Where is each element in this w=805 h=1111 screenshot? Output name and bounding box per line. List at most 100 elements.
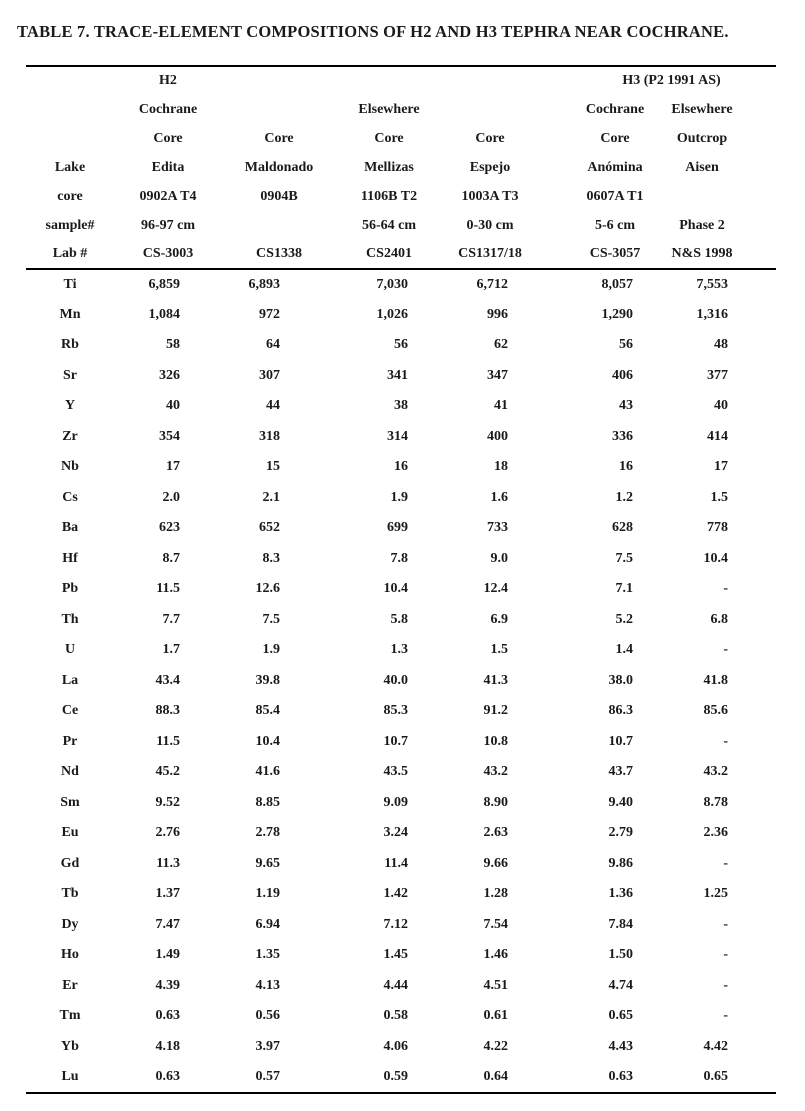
value-cell: 9.52 bbox=[155, 794, 181, 810]
value-cell: 6,893 bbox=[248, 276, 281, 292]
header-cell: Phase 2 bbox=[679, 217, 725, 233]
value-cell: 2.76 bbox=[155, 825, 181, 841]
value-cell: 652 bbox=[259, 520, 280, 536]
element-cell: Yb bbox=[61, 1038, 79, 1054]
value-cell: 41.8 bbox=[703, 672, 729, 688]
header-cell: CS1338 bbox=[224, 240, 334, 270]
value-cell: 58 bbox=[166, 337, 180, 353]
value-cell: 9.09 bbox=[383, 794, 409, 810]
value-cell: 1,316 bbox=[696, 306, 729, 322]
header-cell bbox=[224, 211, 334, 240]
value-cell: 39.8 bbox=[255, 672, 281, 688]
value-cell: 40 bbox=[714, 398, 729, 414]
value-cell: 12.4 bbox=[483, 581, 509, 597]
element-cell: Ba bbox=[61, 520, 79, 536]
value-cell: 10.7 bbox=[383, 733, 409, 749]
value-cell: 17 bbox=[166, 459, 180, 475]
value-cell: 16 bbox=[394, 459, 408, 475]
value-cell: 56 bbox=[619, 337, 633, 353]
value-cell: 5.2 bbox=[615, 611, 634, 627]
header-cell: Core bbox=[600, 130, 630, 146]
value-cell: 1.9 bbox=[262, 642, 281, 658]
value-cell: 62 bbox=[494, 337, 508, 353]
table-row: Eu 2.76 2.78 3.24 2.63 2.79 2.36 bbox=[26, 818, 776, 849]
header-cell: Elsewhere bbox=[358, 101, 420, 117]
table-row: Lu 0.63 0.57 0.59 0.64 0.63 0.65 bbox=[26, 1062, 776, 1093]
value-cell: 64 bbox=[266, 337, 280, 353]
value-cell: 1.19 bbox=[255, 886, 281, 902]
value-cell: 623 bbox=[159, 520, 180, 536]
value-cell: 1.50 bbox=[608, 947, 634, 963]
element-cell: Cs bbox=[62, 489, 78, 505]
header-row: Lab # CS-3003 CS1338 CS2401 CS1317/18 CS-3057… bbox=[26, 240, 777, 270]
header-cell: N&S 1998 bbox=[663, 240, 777, 270]
value-cell: 414 bbox=[707, 428, 729, 444]
header-row: Lake Edita Maldonado Mellizas Espejo Anómina A… bbox=[26, 153, 776, 182]
header-cell: 0607A T1 bbox=[586, 188, 644, 204]
value-cell: 0.63 bbox=[155, 1008, 181, 1024]
value-cell: 1.25 bbox=[703, 886, 729, 902]
header-cell bbox=[224, 95, 334, 124]
value-cell: 1.4 bbox=[615, 642, 634, 658]
value-cell: 9.86 bbox=[608, 855, 634, 871]
header-row: core 0902A T4 0904B 1106B T2 1003A T3 0607A T… bbox=[26, 182, 776, 211]
element-cell: Tb bbox=[61, 886, 79, 902]
value-cell: 7.8 bbox=[390, 550, 409, 566]
header-cell: core bbox=[57, 188, 83, 204]
element-cell: Mn bbox=[59, 306, 81, 322]
header-cell bbox=[26, 95, 119, 124]
value-cell: 7.47 bbox=[155, 916, 181, 932]
value-cell: 40 bbox=[166, 398, 180, 414]
header-cell: H3 (P2 1991 AS) bbox=[622, 73, 721, 88]
value-cell: 1.37 bbox=[155, 886, 181, 902]
value-cell: 43 bbox=[619, 398, 633, 414]
value-cell: 1,084 bbox=[148, 306, 181, 322]
value-cell: 400 bbox=[487, 428, 508, 444]
value-cell: 7.5 bbox=[262, 611, 281, 627]
value-cell: 2.36 bbox=[703, 825, 729, 841]
value-cell: 347 bbox=[487, 367, 508, 383]
table-row: Hf 8.7 8.3 7.8 9.0 7.5 10.4 bbox=[26, 544, 776, 575]
table-row: Ba 623 652 699 733 628 778 bbox=[26, 513, 776, 544]
table-row: Nd 45.2 41.6 43.5 43.2 43.7 43.2 bbox=[26, 757, 776, 788]
header-cell: CS-3057 bbox=[553, 240, 663, 270]
table-row: Y 40 44 38 41 43 40 bbox=[26, 391, 776, 422]
value-cell: 4.18 bbox=[155, 1038, 181, 1054]
value-cell: 85.6 bbox=[703, 703, 729, 719]
value-cell: 4.42 bbox=[703, 1038, 729, 1054]
value-cell: 11.3 bbox=[156, 855, 180, 871]
table-row: Ce 88.3 85.4 85.3 91.2 86.3 85.6 bbox=[26, 696, 776, 727]
table-row: Zr 354 318 314 400 336 414 bbox=[26, 422, 776, 453]
value-cell: 8.90 bbox=[483, 794, 509, 810]
element-cell: Pr bbox=[62, 733, 78, 749]
value-cell: 18 bbox=[494, 459, 508, 475]
header-cell: 0904B bbox=[260, 188, 298, 204]
value-cell: 1.5 bbox=[490, 642, 509, 658]
element-cell: Eu bbox=[61, 825, 79, 841]
value-cell: 45.2 bbox=[155, 764, 181, 780]
table-row: Dy 7.47 6.94 7.12 7.54 7.84 - bbox=[26, 910, 776, 941]
value-cell: 85.3 bbox=[383, 703, 409, 719]
value-cell: 996 bbox=[487, 306, 508, 322]
header-cell: CS-3003 bbox=[119, 240, 224, 270]
table-row: Pb 11.5 12.6 10.4 12.4 7.1 - bbox=[26, 574, 776, 605]
value-cell: 38 bbox=[394, 398, 408, 414]
header-row: Core Core Core Core Core Outcrop bbox=[26, 124, 776, 153]
value-cell: 406 bbox=[612, 367, 633, 383]
table-row: Tb 1.37 1.19 1.42 1.28 1.36 1.25 bbox=[26, 879, 776, 910]
value-cell: 778 bbox=[707, 520, 729, 536]
value-cell: 12.6 bbox=[255, 581, 281, 597]
value-cell: 38.0 bbox=[608, 672, 634, 688]
header-cell: 0-30 cm bbox=[466, 217, 514, 233]
value-cell: 0.63 bbox=[155, 1068, 181, 1084]
header-cell: Mellizas bbox=[364, 159, 414, 175]
value-cell: 3.24 bbox=[383, 825, 409, 841]
value-cell: 3.97 bbox=[255, 1038, 281, 1054]
header-row: H2 H3 (P2 1991 AS) bbox=[26, 66, 776, 95]
header-cell: 96-97 cm bbox=[140, 217, 196, 233]
value-cell: 354 bbox=[159, 428, 180, 444]
element-cell: Hf bbox=[62, 550, 78, 566]
value-cell: 2.1 bbox=[262, 489, 281, 505]
table-head: H2 H3 (P2 1991 AS) Cochrane Elsewhere Cochra… bbox=[26, 66, 777, 270]
value-cell: 1.42 bbox=[383, 886, 409, 902]
